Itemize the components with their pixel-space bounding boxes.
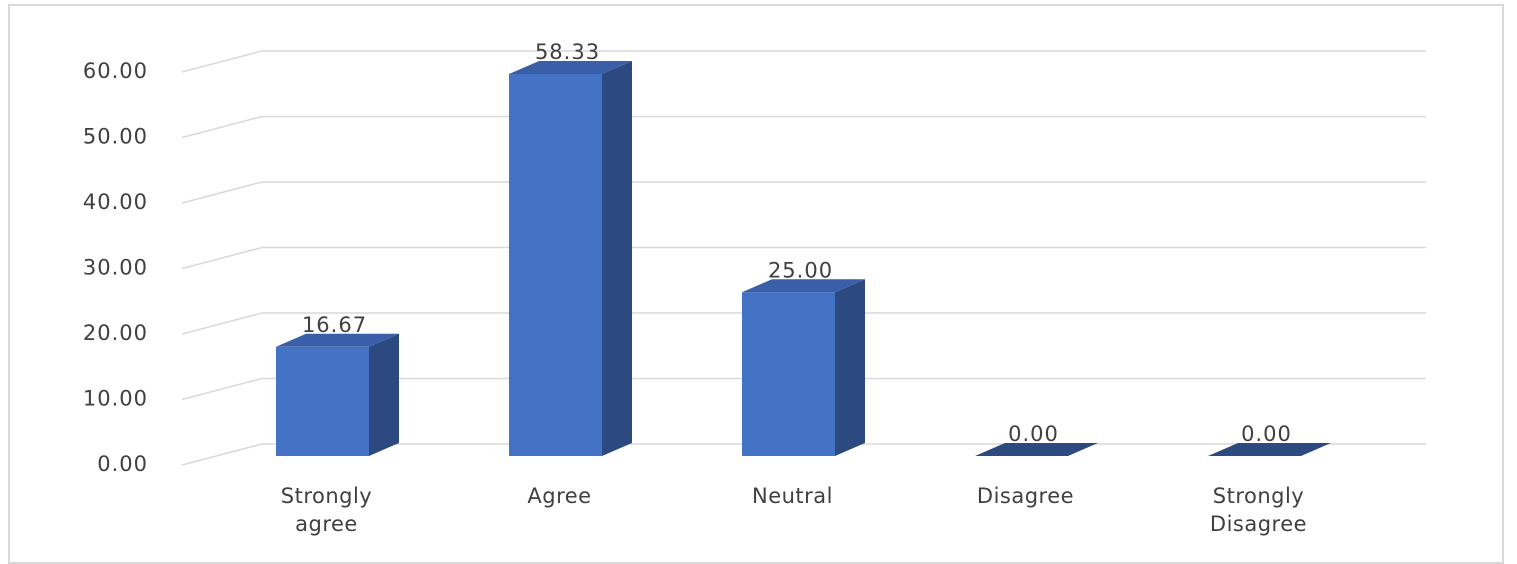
y-tick-label: 40.00 (83, 190, 148, 214)
bar (276, 333, 399, 456)
bar-top (742, 279, 865, 293)
bar-side (602, 60, 632, 456)
category-label: Strongly Disagree (1210, 484, 1307, 536)
data-label: 25.00 (768, 258, 833, 282)
bar-front (509, 73, 602, 456)
bars (276, 60, 1331, 456)
x-axis-categories: Strongly agree Agree Neutral Disagree Strongl… (281, 484, 1307, 536)
y-tick-label: 30.00 (83, 256, 148, 280)
bar-top (975, 443, 1098, 456)
y-tick-label: 50.00 (83, 125, 148, 149)
gridline-diagonal (181, 115, 263, 139)
bar-top (276, 333, 399, 347)
y-tick-label: 60.00 (83, 59, 148, 83)
y-tick-label: 0.00 (97, 452, 148, 476)
chart-frame (8, 4, 1504, 564)
bar-top (1208, 443, 1331, 456)
y-tick-label: 10.00 (83, 387, 148, 411)
gridlines (181, 50, 1426, 466)
category-label: Neutral (752, 484, 833, 508)
data-labels: 16.67 58.33 25.00 0.00 0.00 (302, 40, 1292, 446)
bar (975, 443, 1098, 456)
category-label: Strongly agree (281, 484, 373, 536)
gridline-diagonal (181, 443, 263, 466)
gridline-diagonal (181, 312, 263, 335)
data-label: 58.33 (535, 40, 600, 64)
data-label: 16.67 (302, 313, 367, 337)
gridline-diagonal (181, 50, 263, 73)
bar (1208, 443, 1331, 456)
gridline-diagonal (181, 246, 263, 270)
y-tick-label: 20.00 (83, 321, 148, 345)
gridline-diagonal (181, 377, 263, 401)
bar-side (369, 333, 399, 456)
bar-front (742, 292, 835, 456)
bar-chart: 0.00 10.00 20.00 30.00 40.00 50.00 60.00 16.67… (83, 40, 1426, 536)
bar (742, 279, 865, 456)
category-label: Disagree (977, 484, 1074, 508)
data-label: 0.00 (1241, 422, 1292, 446)
data-label: 0.00 (1008, 422, 1059, 446)
gridline-diagonal (181, 181, 263, 204)
bar-front (276, 346, 369, 456)
bar (509, 60, 632, 456)
bar-side (835, 279, 865, 456)
y-axis-ticks: 0.00 10.00 20.00 30.00 40.00 50.00 60.00 (83, 59, 148, 476)
bar-top (509, 60, 632, 74)
category-label: Agree (527, 484, 591, 508)
